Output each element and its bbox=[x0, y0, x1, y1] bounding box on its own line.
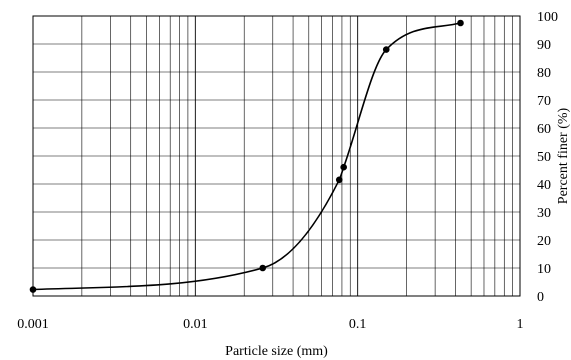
data-point bbox=[340, 163, 347, 171]
x-tick-label: 1 bbox=[517, 317, 524, 332]
y-tick-label: 60 bbox=[537, 122, 551, 137]
data-point bbox=[259, 264, 266, 272]
y-axis-label: Percent finer (%) bbox=[556, 107, 571, 204]
x-tick-label: 0.001 bbox=[17, 317, 49, 332]
data-point bbox=[457, 19, 464, 27]
x-tick-label: 0.01 bbox=[183, 317, 208, 332]
data-point bbox=[335, 176, 343, 184]
y-tick-label: 40 bbox=[537, 178, 551, 193]
y-tick-label: 0 bbox=[537, 290, 544, 305]
y-tick-label: 30 bbox=[537, 206, 551, 221]
y-tick-label: 10 bbox=[537, 262, 551, 277]
x-axis-label: Particle size (mm) bbox=[225, 344, 328, 359]
y-tick-labels: 0 10 20 30 40 50 60 70 80 90 100 bbox=[537, 10, 558, 305]
y-tick-label: 70 bbox=[537, 94, 551, 109]
x-tick-label: 0.1 bbox=[349, 317, 367, 332]
data-point bbox=[382, 46, 390, 53]
data-points bbox=[29, 19, 464, 293]
x-tick-labels: 0.001 0.01 0.1 1 bbox=[17, 317, 523, 332]
grid bbox=[33, 16, 520, 296]
y-tick-label: 100 bbox=[537, 10, 558, 25]
y-tick-label: 50 bbox=[537, 150, 551, 165]
y-tick-label: 80 bbox=[537, 66, 551, 81]
y-tick-label: 20 bbox=[537, 234, 551, 249]
plot-frame bbox=[32, 15, 521, 297]
y-tick-label: 90 bbox=[537, 38, 551, 53]
data-point bbox=[29, 286, 37, 293]
